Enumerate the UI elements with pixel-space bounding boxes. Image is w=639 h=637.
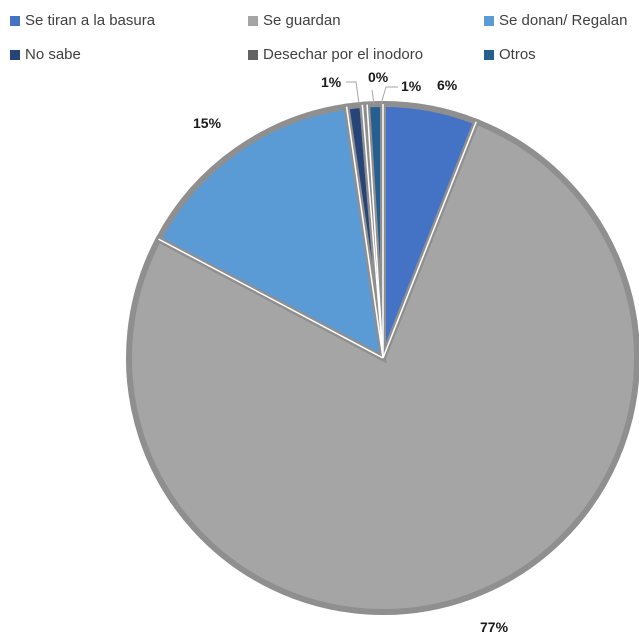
legend-item-se-donan: Se donan/ Regalan bbox=[484, 12, 627, 29]
slice-separator bbox=[361, 104, 384, 359]
data-label-desechar: 0% bbox=[368, 69, 389, 85]
legend-swatch bbox=[10, 49, 20, 60]
pie-slice-se-donan-regalan bbox=[154, 103, 387, 364]
legend-item-desechar: Desechar por el inodoro bbox=[248, 46, 423, 63]
legend-label: Se tiran a la basura bbox=[25, 12, 156, 29]
pie-slice-se-guardan bbox=[126, 117, 639, 615]
slice-separator bbox=[158, 238, 384, 359]
leader-lines bbox=[346, 81, 398, 105]
slice-separator bbox=[345, 106, 384, 359]
slice-separator bbox=[366, 104, 384, 359]
legend-label: Otros bbox=[499, 46, 536, 63]
legend-item-otros: Otros bbox=[484, 46, 536, 63]
pie-slices bbox=[126, 100, 639, 615]
data-label-no-sabe: 1% bbox=[321, 74, 342, 90]
legend-label: Se donan/ Regalan bbox=[499, 12, 628, 29]
leader-line-no-sabe bbox=[346, 81, 360, 105]
legend-item-no-sabe: No sabe bbox=[10, 46, 81, 63]
legend-swatch bbox=[248, 49, 258, 60]
data-labels: 6% 77% 15% 1% 0% 1% bbox=[193, 69, 509, 635]
data-label-otros: 1% bbox=[401, 78, 422, 94]
data-label-se-donan: 15% bbox=[193, 115, 222, 131]
slice-separator bbox=[382, 121, 477, 359]
legend-label: No sabe bbox=[25, 46, 81, 63]
legend-label: Desechar por el inodoro bbox=[263, 46, 424, 63]
legend-swatch bbox=[484, 49, 494, 60]
leader-line-desechar bbox=[371, 89, 375, 105]
legend-label: Se guardan bbox=[263, 12, 341, 29]
legend-swatch bbox=[248, 15, 258, 26]
legend-swatch bbox=[10, 15, 20, 26]
chart-legend: Se tiran a la basura Se guardan Se donan… bbox=[0, 0, 639, 70]
legend-item-se-guardan: Se guardan bbox=[248, 12, 341, 29]
legend-item-se-tiran: Se tiran a la basura bbox=[10, 12, 155, 29]
data-label-se-guardan: 77% bbox=[480, 619, 509, 635]
data-label-se-tiran: 6% bbox=[437, 77, 458, 93]
leader-line-otros bbox=[380, 86, 398, 105]
legend-swatch bbox=[484, 15, 494, 26]
